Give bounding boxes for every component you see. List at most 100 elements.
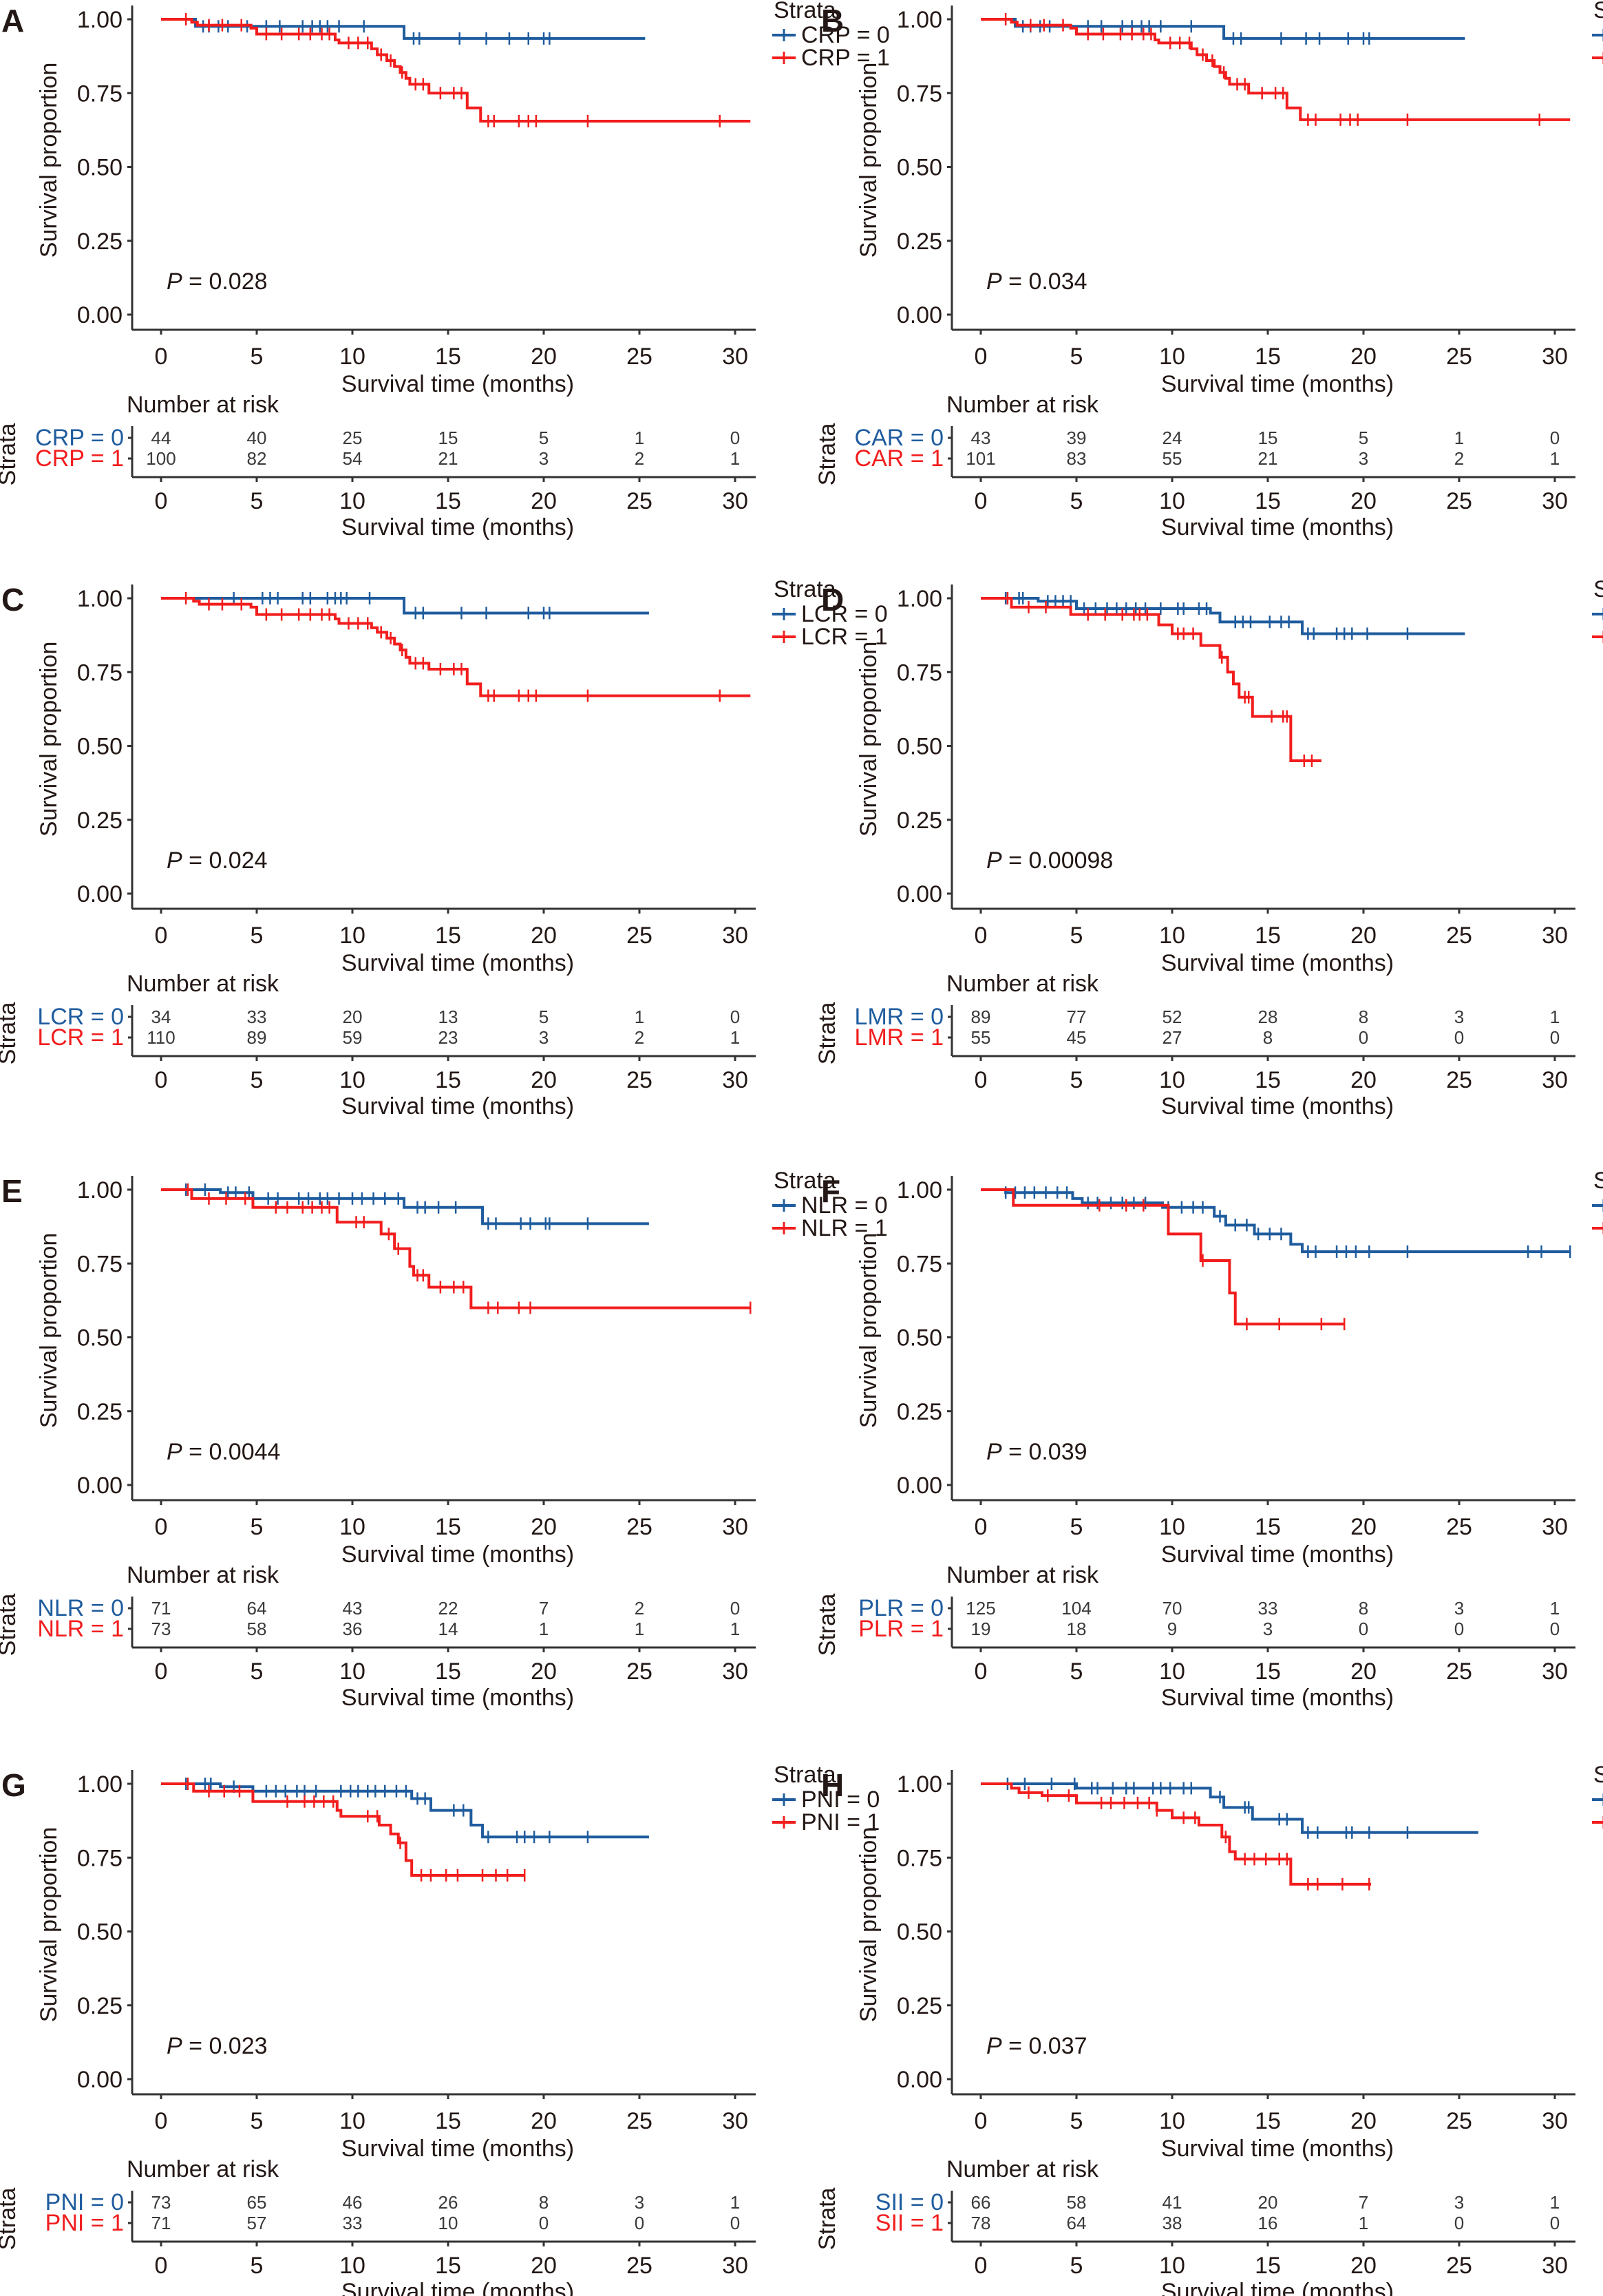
x-tick-label: 10: [339, 923, 365, 949]
risk-count: 77: [1067, 1007, 1087, 1027]
risk-count: 2: [635, 448, 644, 469]
y-tick-label: 1.00: [77, 586, 123, 612]
risk-x-axis-title: Survival time (months): [1161, 1093, 1394, 1119]
y-tick-label: 1.00: [77, 1771, 123, 1798]
risk-strata-axis-title: Strata: [0, 423, 21, 486]
y-axis-title: Survival proportion: [856, 642, 882, 836]
legend-label: LCR = 0: [801, 601, 888, 627]
legend-title: Strata: [1593, 576, 1603, 602]
legend-label: NLR = 1: [801, 1215, 888, 1241]
y-tick-label: 0.25: [77, 808, 123, 834]
y-tick-label: 0.50: [897, 155, 942, 181]
risk-strata-axis-title: Strata: [0, 1002, 21, 1065]
risk-count: 1: [1359, 2213, 1368, 2233]
x-tick-label: 5: [1070, 1514, 1083, 1540]
p-symbol: P: [986, 2033, 1002, 2059]
survival-curve-group-1: [981, 597, 1321, 762]
risk-x-axis-title: Survival time (months): [1161, 2279, 1394, 2296]
risk-x-tick-label: 5: [251, 1067, 264, 1093]
survival-curve-group-0: [161, 18, 646, 40]
y-tick-label: 0.75: [897, 1251, 942, 1277]
x-tick-label: 20: [1350, 923, 1377, 949]
risk-table-title: Number at risk: [127, 1562, 279, 1588]
risk-count: 27: [1163, 1027, 1182, 1048]
x-tick-label: 20: [1350, 344, 1377, 370]
risk-count: 100: [146, 448, 176, 469]
risk-count: 33: [247, 1007, 267, 1027]
risk-x-tick-label: 5: [251, 488, 264, 514]
risk-count: 73: [151, 2192, 171, 2213]
risk-count: 0: [730, 1007, 740, 1027]
risk-x-tick-label: 0: [975, 2253, 988, 2279]
risk-count: 57: [247, 2213, 267, 2233]
y-axis-title: Survival proportion: [856, 1233, 882, 1428]
p-value-number: 0.034: [1028, 268, 1087, 295]
risk-count: 70: [1163, 1598, 1182, 1619]
risk-count: 0: [730, 2213, 740, 2233]
risk-count: 58: [247, 1619, 267, 1639]
risk-count: 104: [1061, 1598, 1091, 1619]
y-tick-label: 0.25: [897, 229, 942, 255]
x-tick-label: 30: [722, 2108, 748, 2134]
risk-x-tick-label: 15: [435, 1658, 461, 1685]
risk-count: 14: [438, 1619, 458, 1639]
p-value-number: 0.039: [1028, 1439, 1087, 1465]
y-tick-label: 1.00: [897, 1177, 942, 1203]
x-tick-label: 15: [435, 1514, 461, 1540]
risk-count: 20: [343, 1007, 363, 1027]
y-tick-label: 0.75: [897, 81, 942, 107]
risk-x-tick-label: 25: [626, 1067, 652, 1093]
risk-count: 19: [971, 1619, 991, 1639]
p-equals: =: [1002, 2033, 1029, 2059]
risk-strata-label: LMR = 0: [855, 1004, 944, 1030]
risk-count: 55: [1163, 448, 1182, 469]
risk-x-tick-label: 0: [975, 1067, 988, 1093]
x-tick-label: 5: [1070, 923, 1083, 949]
y-tick-label: 0.75: [77, 660, 123, 686]
p-symbol: P: [986, 847, 1002, 874]
survival-curve-group-1: [981, 1782, 1372, 1886]
risk-count: 5: [1359, 428, 1368, 448]
legend-label: NLR = 0: [801, 1192, 888, 1219]
risk-count: 33: [343, 2213, 363, 2233]
p-value: P = 0.034: [986, 268, 1087, 295]
p-symbol: P: [167, 847, 182, 874]
risk-count: 18: [1067, 1619, 1087, 1639]
risk-x-tick-label: 5: [1070, 488, 1083, 514]
risk-x-tick-label: 10: [339, 1658, 365, 1685]
risk-count: 0: [1454, 2213, 1464, 2233]
p-value: P = 0.0044: [167, 1439, 280, 1465]
risk-count: 1: [539, 1619, 549, 1639]
risk-count: 0: [1550, 1027, 1560, 1048]
y-tick-label: 0.00: [77, 881, 123, 907]
risk-x-tick-label: 10: [1159, 488, 1185, 514]
risk-table-title: Number at risk: [127, 971, 279, 997]
risk-strata-label: CAR = 1: [855, 445, 944, 472]
x-tick-label: 10: [1159, 344, 1185, 370]
p-equals: =: [1002, 847, 1029, 874]
x-tick-label: 30: [722, 1514, 748, 1540]
risk-count: 15: [438, 428, 458, 448]
y-tick-label: 1.00: [897, 586, 942, 612]
risk-count: 21: [438, 448, 458, 469]
risk-count: 0: [1454, 1619, 1464, 1639]
y-tick-label: 0.00: [897, 302, 942, 328]
risk-x-axis-title: Survival time (months): [1161, 514, 1394, 540]
risk-table-title: Number at risk: [946, 2156, 1099, 2182]
risk-table-title: Number at risk: [127, 2156, 279, 2182]
p-value-number: 0.023: [209, 2033, 267, 2059]
p-symbol: P: [986, 268, 1002, 295]
risk-count: 55: [971, 1027, 991, 1048]
risk-count: 0: [730, 1598, 740, 1619]
risk-count: 64: [247, 1598, 267, 1619]
risk-count: 25: [343, 428, 363, 448]
p-equals: =: [182, 268, 209, 295]
risk-count: 0: [539, 2213, 549, 2233]
risk-x-tick-label: 30: [722, 1658, 748, 1685]
x-tick-label: 15: [1255, 1514, 1281, 1540]
risk-x-tick-label: 5: [1070, 1067, 1083, 1093]
risk-count: 10: [438, 2213, 458, 2233]
risk-x-tick-label: 25: [1446, 1067, 1472, 1093]
legend-label: CRP = 1: [801, 45, 890, 71]
risk-x-tick-label: 30: [1542, 488, 1568, 514]
